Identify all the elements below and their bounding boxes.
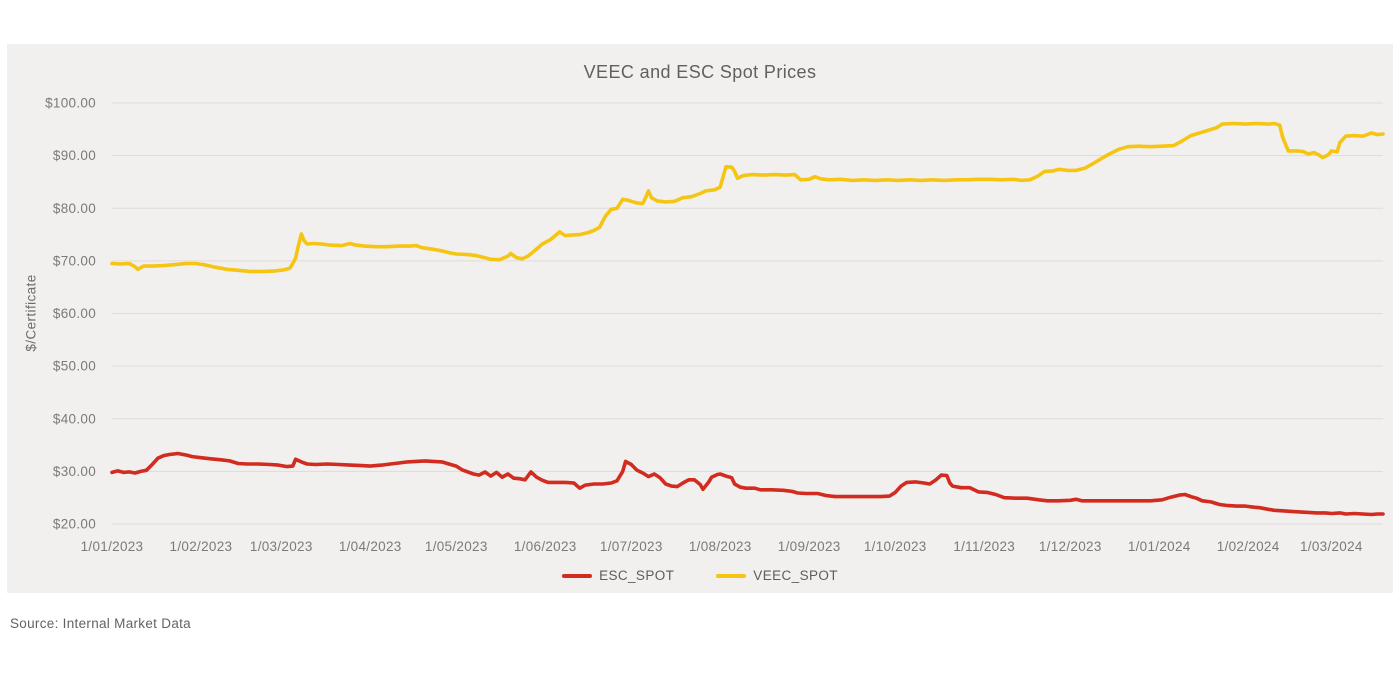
x-tick-label: 1/09/2023 bbox=[778, 539, 841, 554]
x-tick-label: 1/11/2023 bbox=[953, 539, 1015, 554]
legend: ESC_SPOT VEEC_SPOT bbox=[0, 568, 1400, 583]
x-tick-label: 1/05/2023 bbox=[425, 539, 488, 554]
y-tick-label: $30.00 bbox=[53, 464, 96, 479]
legend-item-esc_spot: ESC_SPOT bbox=[562, 568, 674, 583]
y-tick-label: $90.00 bbox=[53, 148, 96, 163]
x-tick-label: 1/03/2024 bbox=[1300, 539, 1363, 554]
x-tick-label: 1/08/2023 bbox=[689, 539, 752, 554]
x-tick-label: 1/01/2024 bbox=[1128, 539, 1191, 554]
legend-label: ESC_SPOT bbox=[599, 568, 675, 583]
x-tick-label: 1/06/2023 bbox=[514, 539, 577, 554]
series-line-esc_spot bbox=[110, 451, 1385, 517]
x-tick-label: 1/04/2023 bbox=[339, 539, 402, 554]
x-tick-label: 1/12/2023 bbox=[1039, 539, 1102, 554]
source-note: Source: Internal Market Data bbox=[10, 616, 191, 631]
legend-swatch-icon bbox=[562, 573, 593, 578]
y-tick-label: $60.00 bbox=[53, 306, 96, 321]
x-tick-label: 1/03/2023 bbox=[250, 539, 313, 554]
legend-label: VEEC_SPOT bbox=[753, 568, 838, 583]
x-tick-label: 1/10/2023 bbox=[864, 539, 927, 554]
y-tick-label: $20.00 bbox=[53, 517, 96, 532]
chart-title: VEEC and ESC Spot Prices bbox=[583, 62, 817, 82]
x-tick-label: 1/02/2023 bbox=[170, 539, 233, 554]
x-tick-label: 1/07/2023 bbox=[600, 539, 663, 554]
series-line-veec_spot bbox=[110, 121, 1385, 274]
x-tick-label: 1/01/2023 bbox=[81, 539, 144, 554]
y-tick-label: $100.00 bbox=[45, 96, 96, 111]
x-tick-label: 1/02/2024 bbox=[1217, 539, 1280, 554]
y-tick-label: $50.00 bbox=[53, 359, 96, 374]
legend-item-veec_spot: VEEC_SPOT bbox=[716, 568, 838, 583]
y-tick-label: $70.00 bbox=[53, 253, 96, 268]
y-tick-label: $40.00 bbox=[53, 411, 96, 426]
legend-swatch-icon bbox=[716, 573, 747, 578]
y-tick-label: $80.00 bbox=[53, 201, 96, 216]
